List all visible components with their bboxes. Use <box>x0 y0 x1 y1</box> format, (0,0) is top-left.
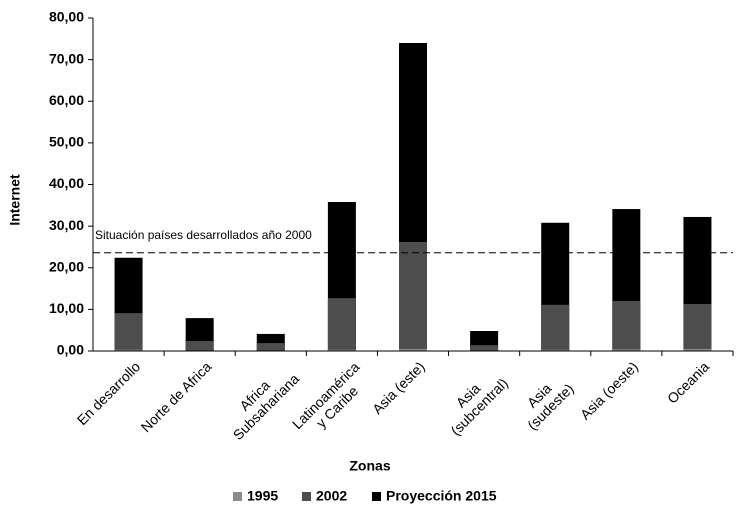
x-tick-label: En desarrollo <box>74 358 144 428</box>
bar <box>185 341 214 351</box>
bar <box>114 313 143 351</box>
x-tick-label: Norte de Africa <box>138 358 215 435</box>
y-axis-label: Internet <box>7 174 23 226</box>
y-tick-label: 0,00 <box>57 342 84 358</box>
bar <box>683 303 712 351</box>
x-tick-label: Asia (oeste) <box>577 358 641 422</box>
y-tick-label: 20,00 <box>49 258 84 274</box>
bar <box>327 298 356 351</box>
x-tick-label: AfricaSubsahariana <box>218 359 302 443</box>
y-tick-label: 80,00 <box>49 9 84 25</box>
legend-label: Proyección 2015 <box>386 488 497 504</box>
y-tick-label: 40,00 <box>49 175 84 191</box>
y-tick-label: 10,00 <box>49 300 84 316</box>
bar <box>683 348 712 351</box>
legend-swatch <box>302 492 311 501</box>
legend-swatch <box>233 492 242 501</box>
x-tick-label: Latinoaméricay Caribe <box>289 358 374 443</box>
bar <box>612 349 641 351</box>
x-tick-label: Asia(subcentral) <box>436 363 511 438</box>
bar <box>256 343 285 351</box>
x-axis-label: Zonas <box>349 458 390 474</box>
bar <box>470 345 499 351</box>
y-tick-label: 50,00 <box>49 134 84 150</box>
legend-label: 1995 <box>247 488 278 504</box>
x-tick-label: Asia (este) <box>369 358 428 417</box>
bar <box>541 349 570 351</box>
bar <box>399 241 427 351</box>
y-tick-label: 70,00 <box>49 50 84 66</box>
y-tick-label: 30,00 <box>49 217 84 233</box>
x-tick-label: Asia(sudeste) <box>513 369 577 433</box>
y-tick-label: 60,00 <box>49 92 84 108</box>
bar <box>114 349 143 351</box>
bar <box>612 301 641 351</box>
bar <box>541 304 570 351</box>
reference-label: Situación países desarrollados año 2000 <box>95 228 312 242</box>
legend-label: 2002 <box>316 488 347 504</box>
x-tick-label-line: (subcentral) <box>447 375 511 439</box>
bar <box>327 349 356 351</box>
x-tick-label: Oceania <box>664 358 712 406</box>
bar <box>399 348 427 351</box>
legend-swatch <box>372 492 381 501</box>
